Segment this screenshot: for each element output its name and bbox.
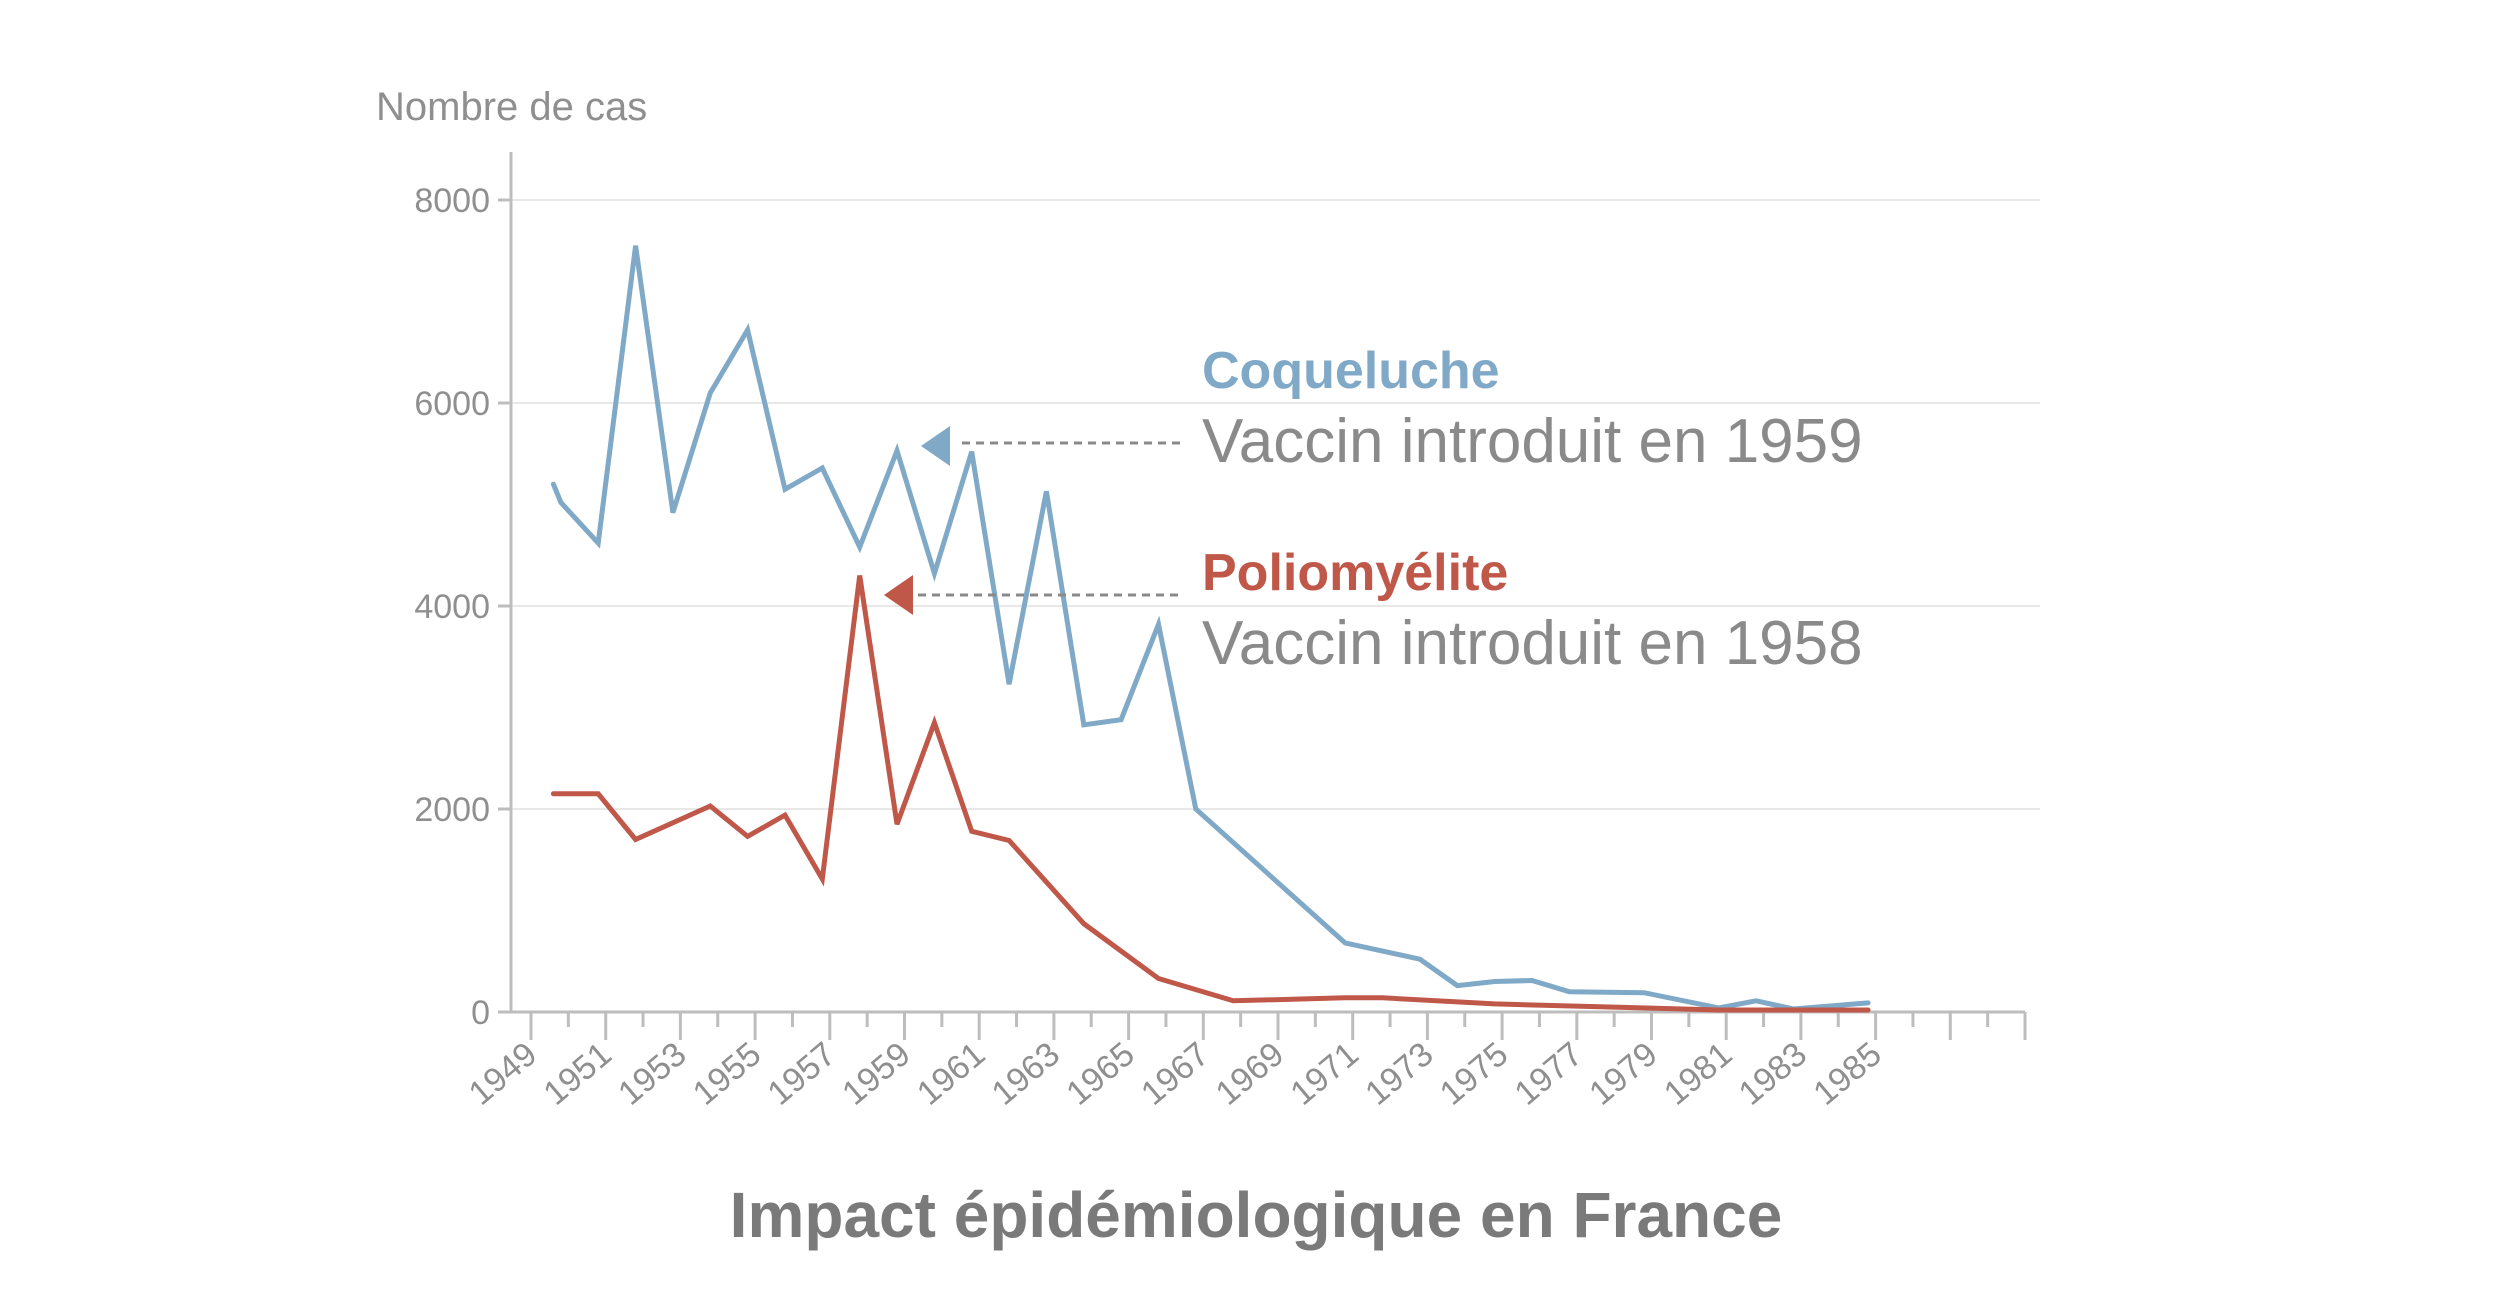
x-tick-label: 1983 bbox=[1732, 1035, 1814, 1113]
x-tick-label: 1977 bbox=[1508, 1035, 1590, 1113]
x-ticks: 1949195119531955195719591961196319651967… bbox=[462, 1012, 2027, 1113]
x-tick-label: 1967 bbox=[1134, 1035, 1216, 1113]
x-tick-label: 1985 bbox=[1806, 1035, 1888, 1113]
x-tick-label: 1973 bbox=[1358, 1035, 1440, 1113]
poliomyelite-arrow-icon bbox=[884, 575, 913, 615]
series-line-poliomyelite bbox=[550, 575, 1871, 1013]
x-tick-label: 1953 bbox=[611, 1035, 693, 1113]
series-line-coqueluche bbox=[550, 245, 1871, 1012]
series-lines bbox=[550, 245, 1871, 1013]
x-tick-label: 1981 bbox=[1657, 1035, 1739, 1113]
x-tick-label: 1971 bbox=[1283, 1035, 1365, 1113]
y-axis-label: Nombre de cas bbox=[376, 85, 647, 129]
y-tick-label: 4000 bbox=[414, 588, 490, 626]
coqueluche-vaccine-note: Vaccin introduit en 1959 bbox=[1202, 407, 1863, 476]
coqueluche-arrow-icon bbox=[921, 426, 950, 466]
x-tick-label: 1951 bbox=[536, 1035, 618, 1113]
x-tick-label: 1959 bbox=[835, 1035, 917, 1113]
x-tick-label: 1955 bbox=[686, 1035, 768, 1113]
x-tick-label: 1949 bbox=[462, 1035, 544, 1113]
y-tick-label: 8000 bbox=[414, 182, 490, 220]
x-tick-label: 1965 bbox=[1059, 1035, 1141, 1113]
x-tick-label: 1979 bbox=[1582, 1035, 1664, 1113]
x-tick-label: 1969 bbox=[1209, 1035, 1291, 1113]
x-tick-label: 1963 bbox=[985, 1035, 1067, 1113]
y-tick-label: 6000 bbox=[414, 385, 490, 423]
x-tick-label: 1975 bbox=[1433, 1035, 1515, 1113]
poliomyelite-vaccine-note: Vaccin introduit en 1958 bbox=[1202, 609, 1863, 678]
y-tick-label: 2000 bbox=[414, 791, 490, 829]
y-tick-labels: 0 2000 4000 6000 8000 bbox=[414, 182, 511, 1032]
gridlines bbox=[511, 199, 2040, 810]
chart-title: Impact épidémiologique en France bbox=[730, 1179, 1783, 1251]
x-tick-label: 1957 bbox=[761, 1035, 843, 1113]
y-tick-label: 0 bbox=[471, 994, 490, 1032]
x-tick-label: 1961 bbox=[910, 1035, 992, 1113]
poliomyelite-label: Poliomyélite bbox=[1202, 544, 1508, 602]
coqueluche-label: Coqueluche bbox=[1202, 342, 1500, 400]
